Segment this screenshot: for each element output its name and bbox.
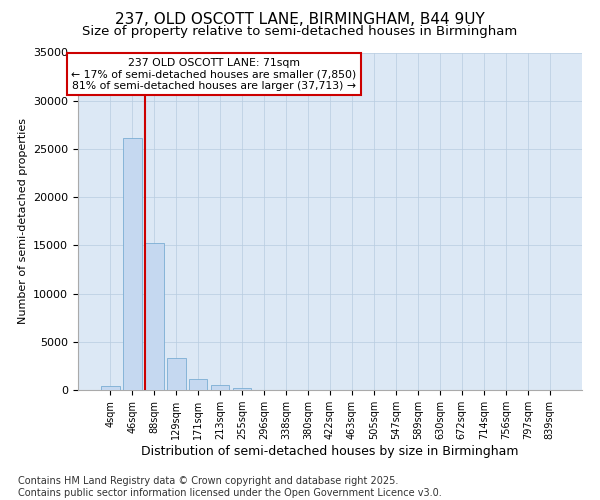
Bar [123,138,142,390]
Bar [145,244,164,390]
Y-axis label: Number of semi-detached properties: Number of semi-detached properties [17,118,28,324]
Text: 237, OLD OSCOTT LANE, BIRMINGHAM, B44 9UY: 237, OLD OSCOTT LANE, BIRMINGHAM, B44 9U… [115,12,485,28]
Bar [233,388,251,390]
Bar [211,385,229,390]
Text: Contains HM Land Registry data © Crown copyright and database right 2025.
Contai: Contains HM Land Registry data © Crown c… [18,476,442,498]
X-axis label: Distribution of semi-detached houses by size in Birmingham: Distribution of semi-detached houses by … [141,445,519,458]
Text: Size of property relative to semi-detached houses in Birmingham: Size of property relative to semi-detach… [82,25,518,38]
Text: 237 OLD OSCOTT LANE: 71sqm
← 17% of semi-detached houses are smaller (7,850)
81%: 237 OLD OSCOTT LANE: 71sqm ← 17% of semi… [71,58,357,91]
Bar [167,358,185,390]
Bar [189,380,208,390]
Bar [101,386,119,390]
